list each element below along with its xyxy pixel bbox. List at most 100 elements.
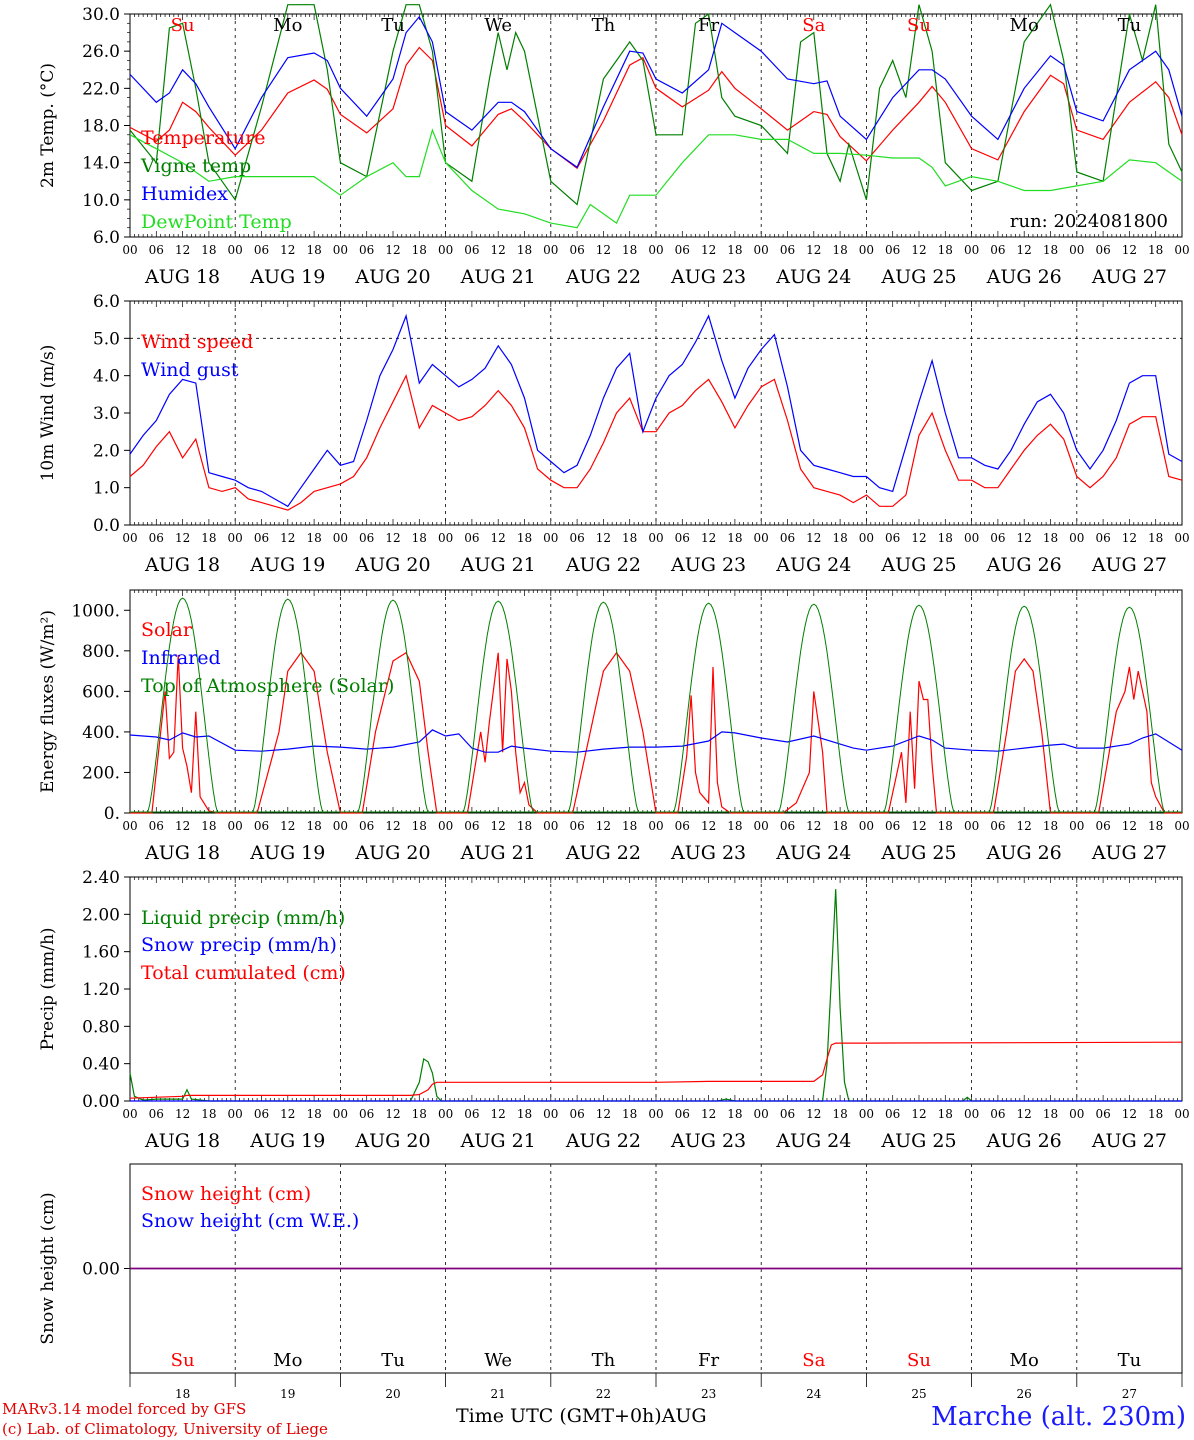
hour-tick-label: 18 bbox=[832, 531, 847, 545]
hour-tick-label: 18 bbox=[306, 531, 321, 545]
hour-tick-label: 00 bbox=[228, 819, 243, 833]
series-toa-solar bbox=[252, 598, 324, 814]
hour-tick-label: 06 bbox=[990, 243, 1005, 257]
hour-tick-label: 00 bbox=[648, 243, 663, 257]
date-label: AUG 19 bbox=[249, 842, 325, 864]
hour-tick-label: 12 bbox=[596, 531, 611, 545]
date-label: AUG 26 bbox=[986, 266, 1062, 288]
hour-tick-label: 06 bbox=[675, 243, 690, 257]
legend-entry: Solar bbox=[141, 619, 193, 641]
date-label: AUG 23 bbox=[670, 842, 746, 864]
hour-tick-label: 12 bbox=[280, 1107, 295, 1121]
panel-3 bbox=[124, 589, 1183, 814]
series-toa-solar bbox=[673, 602, 745, 814]
hour-tick-label: 00 bbox=[1174, 243, 1189, 257]
day-number-label: 25 bbox=[911, 1387, 926, 1401]
hour-tick-label: 06 bbox=[569, 243, 584, 257]
hour-tick-label: 00 bbox=[964, 531, 979, 545]
y-tick-label: 1.60 bbox=[82, 943, 120, 963]
hour-tick-label: 18 bbox=[306, 819, 321, 833]
date-label: AUG 27 bbox=[1091, 266, 1167, 288]
hour-tick-label: 00 bbox=[122, 819, 137, 833]
hour-tick-label: 00 bbox=[333, 531, 348, 545]
hour-tick-label: 12 bbox=[1122, 531, 1137, 545]
hour-tick-label: 00 bbox=[859, 531, 874, 545]
legend-entry: Total cumulated (cm) bbox=[141, 962, 346, 984]
y-tick-label: 26.0 bbox=[82, 42, 120, 62]
date-label: AUG 23 bbox=[670, 1130, 746, 1152]
hour-tick-label: 00 bbox=[1069, 531, 1084, 545]
hour-tick-label: 06 bbox=[990, 531, 1005, 545]
legend-entry: DewPoint Temp bbox=[141, 211, 292, 233]
hour-tick-label: 12 bbox=[911, 531, 926, 545]
hour-tick-label: 00 bbox=[228, 243, 243, 257]
legend-entry: Snow height (cm) bbox=[141, 1183, 311, 1205]
date-label: AUG 20 bbox=[354, 842, 430, 864]
hour-tick-label: 06 bbox=[780, 243, 795, 257]
hour-tick-label: 18 bbox=[727, 1107, 742, 1121]
panel-2 bbox=[124, 300, 1183, 526]
legend-entry: Infrared bbox=[141, 647, 221, 669]
hour-tick-label: 06 bbox=[675, 531, 690, 545]
date-label: AUG 27 bbox=[1091, 842, 1167, 864]
weekday-label: Sa bbox=[802, 1350, 825, 1371]
weekday-label: Tu bbox=[381, 1350, 405, 1371]
hour-tick-label: 00 bbox=[438, 1107, 453, 1121]
y-axis-label: Snow height (cm) bbox=[38, 1192, 58, 1344]
hour-tick-label: 18 bbox=[517, 819, 532, 833]
date-label: AUG 23 bbox=[670, 266, 746, 288]
hour-tick-label: 18 bbox=[1148, 531, 1163, 545]
hour-tick-label: 18 bbox=[517, 1107, 532, 1121]
hour-tick-label: 12 bbox=[806, 819, 821, 833]
hour-tick-label: 12 bbox=[596, 819, 611, 833]
weekday-label: Su bbox=[171, 1350, 195, 1371]
weekday-label: Th bbox=[592, 1350, 616, 1371]
hour-tick-label: 18 bbox=[201, 243, 216, 257]
legend-entry: Wind speed bbox=[141, 331, 253, 353]
hour-tick-label: 18 bbox=[201, 531, 216, 545]
hour-tick-label: 18 bbox=[727, 243, 742, 257]
date-label: AUG 26 bbox=[986, 842, 1062, 864]
legend-entry: Snow precip (mm/h) bbox=[141, 934, 337, 956]
weekday-label-top: Su bbox=[171, 15, 195, 36]
hour-tick-label: 18 bbox=[412, 819, 427, 833]
hour-tick-label: 12 bbox=[701, 531, 716, 545]
day-number-label: 22 bbox=[596, 1387, 611, 1401]
y-tick-label: 5.0 bbox=[93, 329, 120, 349]
hour-tick-label: 18 bbox=[938, 243, 953, 257]
hour-tick-label: 06 bbox=[464, 1107, 479, 1121]
hour-tick-label: 06 bbox=[885, 819, 900, 833]
hour-tick-label: 00 bbox=[333, 1107, 348, 1121]
hour-tick-label: 00 bbox=[333, 243, 348, 257]
hour-tick-label: 06 bbox=[359, 819, 374, 833]
hour-tick-label: 06 bbox=[780, 819, 795, 833]
hour-tick-label: 18 bbox=[1148, 243, 1163, 257]
hour-tick-label: 12 bbox=[385, 819, 400, 833]
series-toa-solar bbox=[147, 597, 219, 814]
model-credit: MARv3.14 model forced by GFS bbox=[2, 1400, 247, 1418]
hour-tick-label: 06 bbox=[675, 1107, 690, 1121]
hour-tick-label: 00 bbox=[122, 1107, 137, 1121]
y-tick-label: 0.80 bbox=[82, 1017, 120, 1037]
date-label: AUG 21 bbox=[460, 842, 536, 864]
y-tick-label: 30.0 bbox=[82, 5, 120, 25]
hour-tick-label: 00 bbox=[964, 243, 979, 257]
date-label: AUG 23 bbox=[670, 554, 746, 576]
hour-tick-label: 12 bbox=[491, 243, 506, 257]
y-tick-label: 1.20 bbox=[82, 980, 120, 1000]
station-label: Marche (alt. 230m) bbox=[931, 1402, 1186, 1432]
date-label: AUG 22 bbox=[565, 1130, 641, 1152]
date-label: AUG 19 bbox=[249, 1130, 325, 1152]
hour-tick-label: 06 bbox=[675, 819, 690, 833]
hour-tick-label: 00 bbox=[1069, 1107, 1084, 1121]
date-label: AUG 26 bbox=[986, 554, 1062, 576]
hour-tick-label: 12 bbox=[175, 819, 190, 833]
hour-tick-label: 00 bbox=[122, 243, 137, 257]
date-label: AUG 20 bbox=[354, 266, 430, 288]
hour-tick-label: 12 bbox=[701, 243, 716, 257]
weekday-label-top: Mo bbox=[273, 15, 302, 36]
legend-entry: Wind gust bbox=[141, 359, 239, 381]
hour-tick-label: 12 bbox=[385, 531, 400, 545]
hour-tick-label: 12 bbox=[911, 1107, 926, 1121]
hour-tick-label: 18 bbox=[622, 531, 637, 545]
